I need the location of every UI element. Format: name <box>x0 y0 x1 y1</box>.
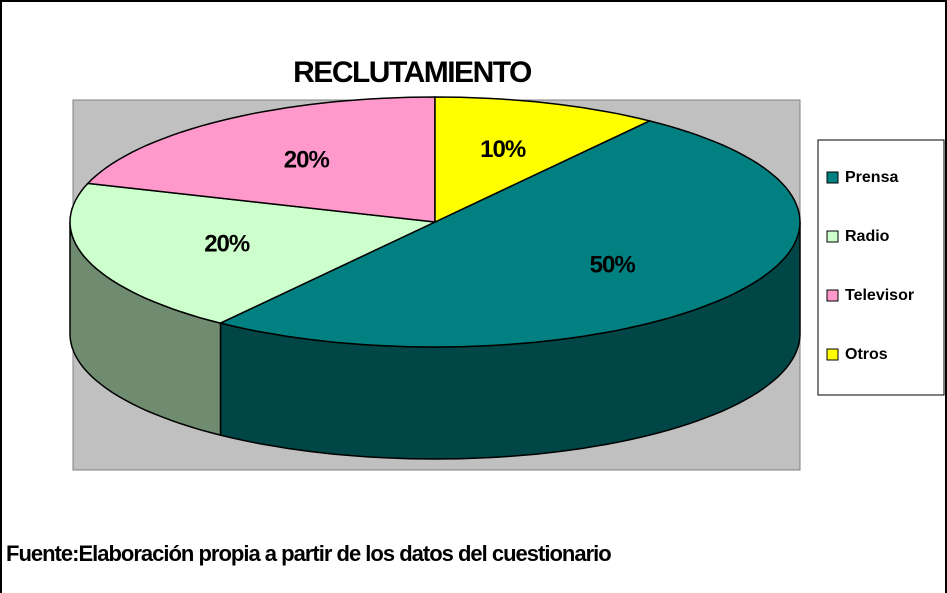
chart-title: RECLUTAMIENTO <box>293 56 532 89</box>
legend-label: Radio <box>845 228 890 245</box>
pie-slice <box>69 182 438 324</box>
legend-label: Otros <box>845 346 888 363</box>
pie-slice <box>218 120 801 348</box>
legend-swatch <box>826 348 839 361</box>
data-label: 20% <box>204 231 250 258</box>
data-label: 20% <box>284 147 330 174</box>
pie-slice <box>434 96 652 224</box>
legend-label: Televisor <box>845 287 914 304</box>
data-label: 10% <box>480 136 526 163</box>
legend-label: Prensa <box>845 169 898 186</box>
data-label: 50% <box>590 251 636 278</box>
legend-swatch <box>826 289 839 302</box>
source-note: Fuente:Elaboración propia a partir de lo… <box>6 541 611 566</box>
legend-box <box>817 139 945 396</box>
pie-slice <box>86 96 436 223</box>
legend-swatch <box>826 171 839 184</box>
legend-swatch <box>826 230 839 243</box>
